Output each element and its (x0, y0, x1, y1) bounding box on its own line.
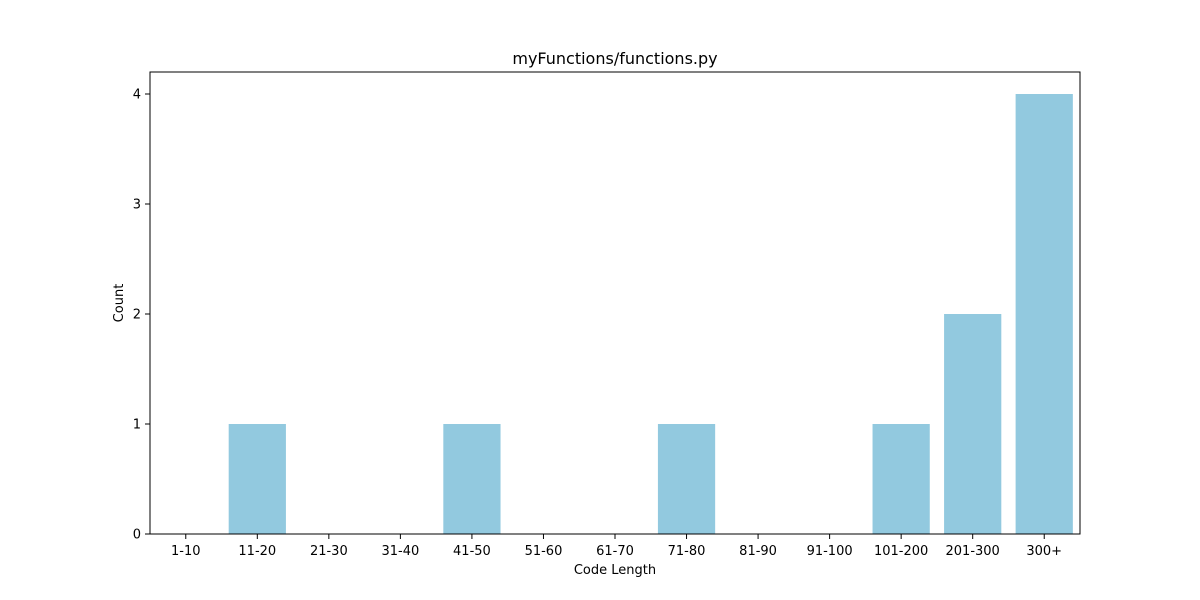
x-axis: 1-10 11-20 21-30 31-40 41-50 51-60 61-70 71-80 8… (171, 534, 1062, 559)
x-tick-label: 101-200 (874, 544, 928, 559)
bar-201-300 (944, 314, 1002, 534)
x-tick-label: 31-40 (381, 544, 419, 559)
plot-frame (149, 71, 1081, 535)
x-tick-label: 51-60 (525, 544, 563, 559)
x-tick-label: 91-100 (807, 544, 853, 559)
chart-title: myFunctions/functions.py (512, 49, 717, 68)
x-tick-label: 11-20 (238, 544, 276, 559)
y-tick-label: 3 (133, 198, 141, 213)
bar-101-200 (872, 424, 930, 534)
y-tick-label: 4 (133, 88, 141, 103)
y-tick-label: 1 (133, 418, 141, 433)
bar-71-80 (657, 424, 716, 534)
y-tick-label: 2 (133, 308, 141, 323)
x-tick-label: 201-300 (946, 544, 1000, 559)
x-tick-label: 61-70 (596, 544, 634, 559)
x-tick-label: 41-50 (453, 544, 491, 559)
bar-300+ (1015, 94, 1073, 534)
x-tick-label: 81-90 (739, 544, 777, 559)
x-tick-label: 300+ (1026, 544, 1062, 559)
y-axis-label: Count (112, 284, 127, 323)
x-tick-label: 71-80 (668, 544, 706, 559)
bars-group (228, 94, 1073, 534)
y-tick-label: 0 (133, 528, 141, 543)
y-axis: 0 1 2 3 4 (133, 88, 150, 543)
x-tick-label: 1-10 (171, 544, 201, 559)
x-tick-label: 21-30 (310, 544, 348, 559)
bar-11-20 (228, 424, 286, 534)
bar-41-50 (443, 424, 501, 534)
x-axis-label: Code Length (574, 563, 656, 578)
